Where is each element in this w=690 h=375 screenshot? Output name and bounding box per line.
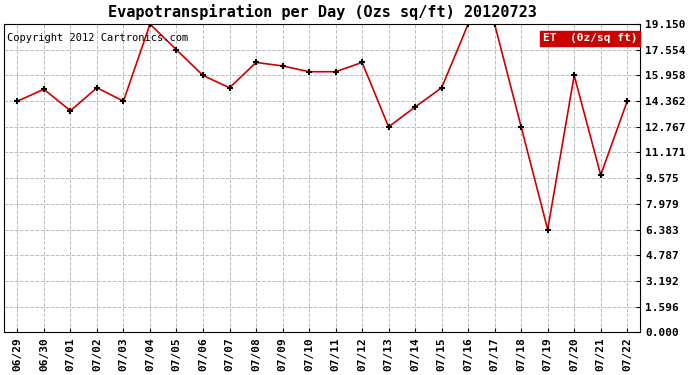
Text: ET  (0z/sq ft): ET (0z/sq ft) [543, 33, 638, 44]
Text: Copyright 2012 Cartronics.com: Copyright 2012 Cartronics.com [8, 33, 188, 44]
Title: Evapotranspiration per Day (Ozs sq/ft) 20120723: Evapotranspiration per Day (Ozs sq/ft) 2… [108, 4, 537, 20]
